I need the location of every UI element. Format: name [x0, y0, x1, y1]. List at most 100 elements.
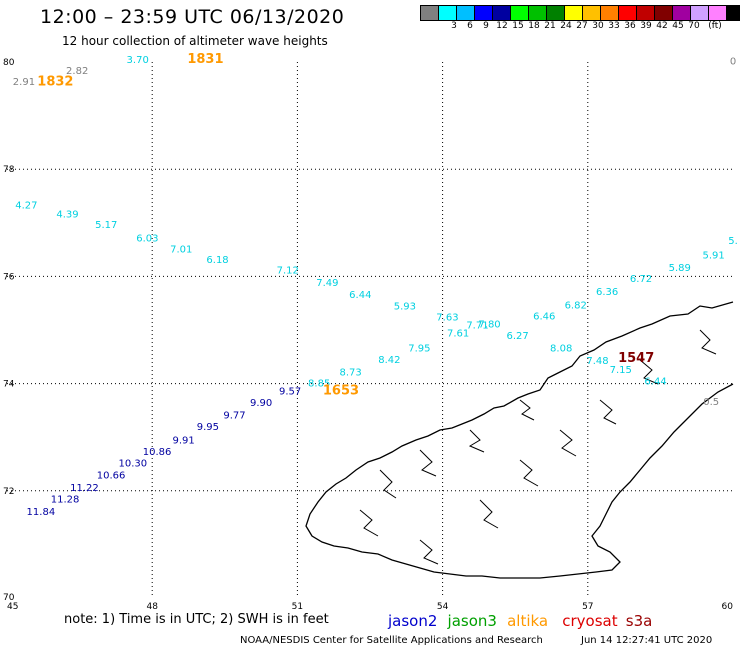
- wave-height-reading: 7.80: [478, 319, 500, 330]
- legend-label: 24: [560, 21, 572, 31]
- coastline-inlet: [599, 399, 617, 425]
- footer-credit: NOAA/NESDIS Center for Satellite Applica…: [240, 635, 543, 646]
- legend-label: 12: [496, 21, 508, 31]
- lon-tick-label: 54: [437, 602, 449, 612]
- wave-height-reading: 8.85: [308, 378, 330, 389]
- wave-height-reading: 9.57: [279, 386, 301, 397]
- wave-height-reading: 11.22: [70, 483, 99, 494]
- legend-label: 33: [608, 21, 620, 31]
- legend-label: 15: [512, 21, 524, 31]
- wave-height-reading: 4.27: [15, 200, 37, 211]
- legend-label: 42: [656, 21, 668, 31]
- lat-tick-label: 74: [3, 380, 15, 390]
- pass-time-label: 1547: [618, 351, 654, 366]
- wave-height-reading: 8.42: [378, 355, 400, 366]
- coastline-inlet: [699, 329, 717, 355]
- satellite-legend: jason2 jason3 altika cryosat s3a: [388, 612, 652, 630]
- wave-height-reading: 7.01: [170, 244, 192, 255]
- lat-tick-label: 72: [3, 487, 14, 497]
- lon-tick-label: 45: [7, 602, 18, 612]
- wave-height-reading: 0: [730, 57, 736, 68]
- coastline-inlet: [559, 429, 577, 457]
- wave-height-reading: 10.66: [97, 470, 126, 481]
- legend-label: 18: [528, 21, 540, 31]
- satellite-cryosat: cryosat: [562, 612, 618, 630]
- footer-timestamp: Jun 14 12:27:41 UTC 2020: [581, 635, 713, 646]
- map-note: note: 1) Time is in UTC; 2) SWH is in fe…: [64, 612, 329, 627]
- legend-label: 27: [576, 21, 588, 31]
- legend-swatch: [726, 5, 740, 21]
- wave-height-reading: 5.93: [394, 302, 416, 313]
- legend-label: 36: [624, 21, 636, 31]
- wave-height-reading: 8.08: [550, 343, 572, 354]
- legend-label: 6: [467, 21, 473, 31]
- legend-label: 45: [672, 21, 684, 31]
- wave-height-reading: 6.44: [644, 377, 666, 388]
- pass-time-label: 1653: [323, 383, 359, 398]
- legend-label: 39: [640, 21, 652, 31]
- coastline-inlet: [468, 429, 485, 453]
- wave-height-reading: 6.03: [136, 234, 158, 245]
- wave-height-reading: 2.82: [66, 66, 88, 77]
- wave-height-reading: 4.39: [56, 209, 78, 220]
- lon-tick-label: 57: [582, 602, 593, 612]
- coastline-inlet: [519, 399, 535, 421]
- wave-height-reading: 6.82: [565, 301, 587, 312]
- coastline-inlet: [379, 469, 397, 499]
- color-legend-labels: 3 6 9 12 15 18 21 24 27 30 33 36 39 42 45 70 (ft): [421, 21, 740, 33]
- wave-height-reading: 9.95: [197, 422, 219, 433]
- lat-tick-label: 70: [3, 593, 15, 603]
- wave-height-reading: 6.27: [506, 331, 528, 342]
- wave-height-reading: 3.70: [127, 55, 149, 66]
- wave-height-reading: 6.72: [630, 274, 652, 285]
- legend-label: 70: [688, 21, 700, 31]
- wave-height-reading: 5.: [728, 236, 738, 247]
- coastline-inlet: [639, 359, 659, 385]
- wave-height-reading: 7.49: [316, 278, 338, 289]
- pass-time-label: 1832: [37, 75, 73, 90]
- wave-height-reading: 10.30: [119, 459, 148, 470]
- coastline-inlet: [419, 449, 437, 477]
- wave-height-reading: 7.15: [610, 365, 632, 376]
- page-subtitle: 12 hour collection of altimeter wave hei…: [62, 34, 328, 48]
- satellite-jason2: jason2: [388, 612, 438, 630]
- lon-tick-label: 51: [292, 602, 303, 612]
- wave-height-reading: 10.86: [143, 447, 172, 458]
- coastline: [305, 301, 734, 579]
- wave-height-reading: 7.95: [408, 343, 430, 354]
- satellite-jason3: jason3: [447, 612, 497, 630]
- color-legend: [420, 5, 740, 21]
- lon-tick-label: 48: [146, 602, 158, 612]
- wave-height-reading: 9.91: [173, 436, 195, 447]
- legend-label: 3: [451, 21, 457, 31]
- lon-tick-label: 60: [722, 602, 734, 612]
- lat-tick-label: 80: [3, 58, 15, 68]
- wave-height-reading: 7.48: [586, 356, 608, 367]
- lat-tick-label: 78: [3, 165, 15, 175]
- lat-tick-label: 76: [3, 272, 15, 282]
- wave-height-reading: 6.18: [206, 255, 228, 266]
- coastline-inlet: [359, 509, 379, 537]
- wave-height-reading: 11.28: [51, 495, 80, 506]
- wave-height-reading: 11.84: [27, 507, 56, 518]
- coastline-inlet: [419, 539, 439, 565]
- wave-height-reading: 2.91: [13, 77, 35, 88]
- coastline-inlet: [519, 459, 539, 487]
- page-title: 12:00 – 23:59 UTC 06/13/2020: [40, 6, 345, 28]
- satellite-s3a: s3a: [625, 612, 653, 630]
- legend-label: 30: [592, 21, 604, 31]
- wave-height-reading: 0.5: [703, 397, 719, 408]
- pass-time-label: 1831: [187, 52, 223, 67]
- wave-height-reading: 9.77: [223, 410, 245, 421]
- wave-height-reading: 5.91: [703, 251, 725, 262]
- wave-height-reading: 7.61: [447, 328, 469, 339]
- legend-label: 21: [544, 21, 556, 31]
- wave-height-reading: 6.44: [349, 290, 371, 301]
- coastline-inlet: [479, 499, 499, 529]
- legend-label: 9: [483, 21, 489, 31]
- wave-height-reading: 5.89: [669, 263, 691, 274]
- wave-height-reading: 6.36: [596, 287, 618, 298]
- wave-height-reading: 6.46: [533, 311, 555, 322]
- wave-height-reading: 7.71: [466, 320, 488, 331]
